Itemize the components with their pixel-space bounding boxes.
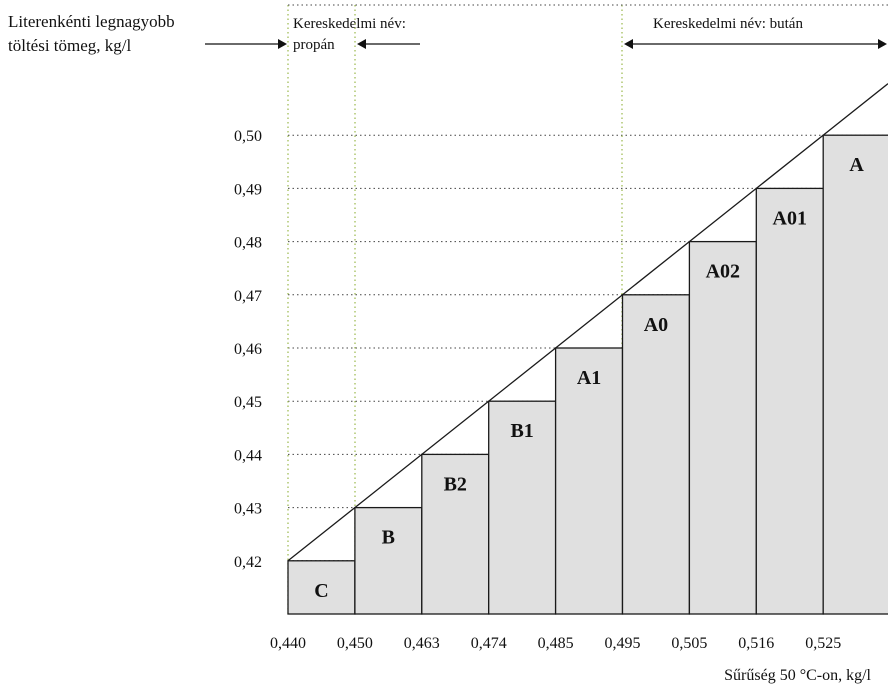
y-axis-title-line1: Literenkénti legnagyobb [8, 12, 175, 31]
bar-label: A0 [644, 314, 668, 336]
bar-label: A [849, 154, 864, 176]
y-tick-label: 0,48 [234, 235, 262, 252]
propane-label-line2: propán [293, 37, 335, 53]
x-tick-label: 0,485 [538, 635, 574, 652]
y-tick-label: 0,44 [234, 447, 262, 464]
x-tick-label: 0,474 [471, 635, 507, 652]
y-axis-title-line2: töltési tömeg, kg/l [8, 36, 132, 55]
x-tick-label: 0,525 [805, 635, 841, 652]
bar [822, 134, 888, 615]
y-tick-label: 0,43 [234, 501, 262, 518]
y-tick-label: 0,45 [234, 394, 262, 411]
bar-label: B1 [510, 420, 533, 442]
y-tick-label: 0,46 [234, 341, 262, 358]
bar [554, 347, 624, 615]
x-axis-title: Sűrűség 50 °C-on, kg/l [724, 667, 871, 684]
y-tick-label: 0,42 [234, 554, 262, 571]
x-tick-label: 0,516 [738, 635, 774, 652]
propane-label-line1: Kereskedelmi név: [293, 16, 406, 32]
bar [621, 294, 691, 615]
x-tick-label: 0,495 [605, 635, 641, 652]
x-tick-label: 0,463 [404, 635, 440, 652]
bar [755, 187, 824, 615]
bar [488, 400, 557, 615]
bar-label: B2 [444, 473, 467, 495]
x-tick-label: 0,440 [270, 635, 306, 652]
bar-label: B [382, 527, 395, 549]
propane-arrow-head [357, 39, 366, 49]
bar [421, 453, 490, 615]
bar-label: A01 [773, 207, 807, 229]
x-tick-label: 0,505 [671, 635, 707, 652]
bar [354, 506, 423, 615]
butane-arrow-head-left [624, 39, 633, 49]
bar-label: C [314, 580, 328, 602]
butane-label: Kereskedelmi név: bután [653, 16, 803, 32]
bar [688, 240, 757, 615]
butane-arrow-head-right [878, 39, 887, 49]
bar-label: A02 [706, 261, 740, 283]
x-tick-label: 0,450 [337, 635, 373, 652]
y-tick-label: 0,49 [234, 181, 262, 198]
y-tick-label: 0,47 [234, 288, 262, 305]
y-tick-label: 0,50 [234, 128, 262, 145]
bar-label: A1 [577, 367, 601, 389]
limit-line [287, 83, 888, 562]
arrow-to-propane-head [278, 39, 287, 49]
